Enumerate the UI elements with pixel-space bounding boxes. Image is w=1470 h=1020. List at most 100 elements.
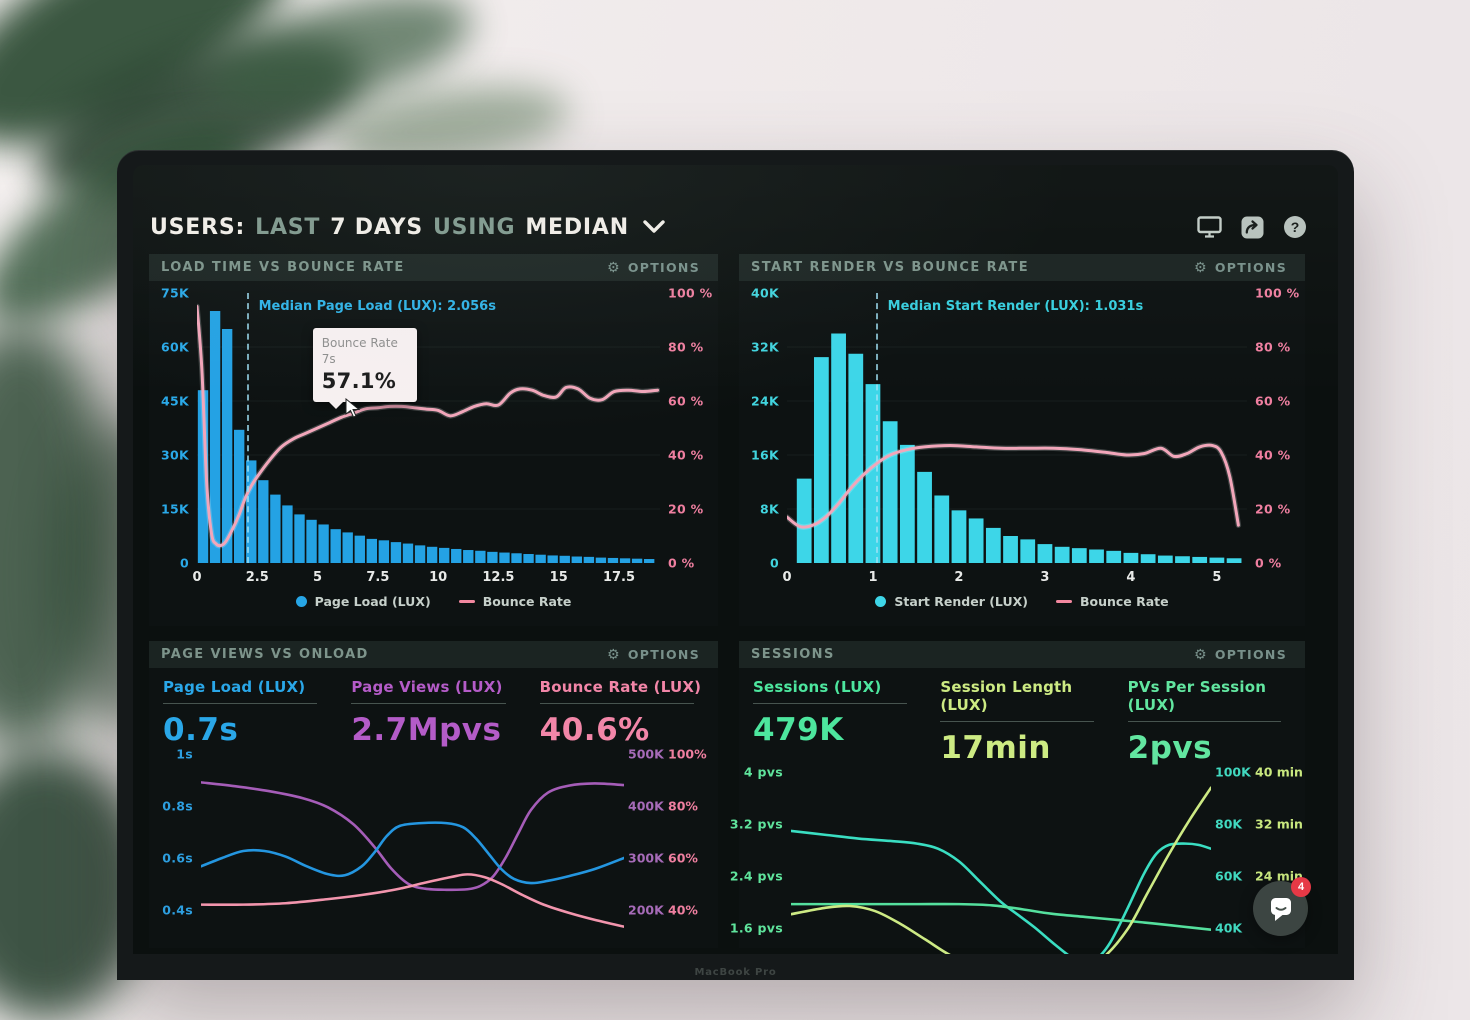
axis-tick-label: 30K <box>161 447 189 463</box>
axis-tick-label: 60K <box>161 339 189 355</box>
axis-tick-row: 40K <box>1215 920 1243 936</box>
metric-label: Sessions (LUX) <box>753 678 882 696</box>
notification-badge: 4 <box>1291 877 1311 897</box>
metric-value: 479K <box>753 712 844 748</box>
header-icons: ? <box>1196 215 1308 239</box>
x-tick-label: 1 <box>868 570 878 585</box>
panel-header: LOAD TIME VS BOUNCE RATE ⚙ OPTIONS <box>149 254 718 281</box>
help-icon[interactable]: ? <box>1282 215 1308 239</box>
legend-item[interactable]: Bounce Rate <box>1055 594 1169 609</box>
panel-load-time: LOAD TIME VS BOUNCE RATE ⚙ OPTIONS 75K 60… <box>149 254 718 626</box>
plot-area[interactable] <box>201 752 624 950</box>
axis-tick-label: 80 % <box>1255 339 1291 355</box>
legend-label: Bounce Rate <box>482 593 572 609</box>
y-axis-right: 100 % 80 % 60 % 40 % 20 % 0 % <box>1249 286 1299 571</box>
x-tick-label: 4 <box>1126 570 1136 585</box>
y-axis-right-dual: 100K 40 min 80K 32 min 60K 24 min 40K <box>1215 765 1303 936</box>
legend-label: Page Load (LUX) <box>314 593 431 609</box>
metric-page-views[interactable]: Page Views (LUX) 2.7Mpvs <box>351 678 515 748</box>
metric-divider <box>163 703 318 704</box>
y-axis-left: 75K 60K 45K 30K 15K 0 <box>157 286 193 571</box>
plot-area[interactable] <box>791 770 1211 954</box>
axis-tick-label: 24K <box>751 393 779 409</box>
chart-legend: Page Load (LUX) Bounce Rate <box>149 587 718 615</box>
metric-label: PVs Per Session (LUX) <box>1127 678 1267 714</box>
panel-title: START RENDER VS BOUNCE RATE <box>751 260 1029 275</box>
axis-tick-label: 40 % <box>668 447 704 463</box>
metric-pvs-per-session[interactable]: PVs Per Session (LUX) 2pvs <box>1127 678 1291 766</box>
axis-tick-label: 0 % <box>1255 555 1282 571</box>
options-button[interactable]: ⚙ OPTIONS <box>1188 259 1293 276</box>
metric-value: 2.7Mpvs <box>351 712 502 748</box>
options-button[interactable]: ⚙ OPTIONS <box>601 646 706 663</box>
metric-divider <box>351 703 506 704</box>
metric-sessions[interactable]: Sessions (LUX) 479K <box>753 678 916 766</box>
chat-bubble-icon <box>1270 897 1291 921</box>
metric-label: Page Views (LUX) <box>351 678 503 696</box>
plot-area[interactable]: Median Start Render (LUX): 1.031s <box>787 293 1247 563</box>
options-button[interactable]: ⚙ OPTIONS <box>601 259 706 276</box>
axis-tick-row: 200K 40% <box>628 902 698 918</box>
axis-tick-label: 0 <box>770 555 779 571</box>
x-axis: 0 1 2 3 4 5 <box>782 567 1247 585</box>
y-axis-left: 40K 32K 24K 16K 8K 0 <box>747 286 783 571</box>
chart-sessions: 4 pvs 3.2 pvs 2.4 pvs 1.6 pvs 100K 40 min 80K… <box>730 765 1303 954</box>
axis-tick-label: 4 pvs <box>743 764 783 780</box>
metric-divider <box>1127 721 1282 722</box>
legend-item[interactable]: Start Render (LUX) <box>875 594 1028 609</box>
axis-tick-label: 45K <box>161 393 189 409</box>
metric-value: 17min <box>940 730 1051 766</box>
metrics-row: Page Load (LUX) 0.7s Page Views (LUX) 2.… <box>149 668 718 748</box>
axis-tick-label: 75K <box>161 285 189 301</box>
axis-tick-label: 60 % <box>1255 393 1291 409</box>
metric-value: 40.6% <box>539 712 650 748</box>
axis-tick-label: 15K <box>161 501 189 517</box>
page-title-dropdown[interactable]: USERS: LAST 7 DAYS USING MEDIAN <box>150 215 665 240</box>
plot-area[interactable]: Median Page Load (LUX): 2.056s Bounce Ra… <box>197 293 660 563</box>
y-axis-right: 100 % 80 % 60 % 40 % 20 % 0 % <box>662 286 712 571</box>
chevron-down-icon <box>643 220 665 234</box>
metric-value: 2pvs <box>1127 730 1213 766</box>
metric-page-load[interactable]: Page Load (LUX) 0.7s <box>163 678 327 748</box>
x-tick-label: 10 <box>429 570 448 585</box>
metric-session-length[interactable]: Session Length (LUX) 17min <box>940 678 1103 766</box>
chart-legend: Start Render (LUX) Bounce Rate <box>739 587 1305 615</box>
axis-tick-label: 40 % <box>1255 447 1291 463</box>
median-label: Median Start Render (LUX): 1.031s <box>887 299 1144 314</box>
laptop: USERS: LAST 7 DAYS USING MEDIAN <box>117 150 1354 980</box>
axis-tick-label: 3.2 pvs <box>729 816 783 832</box>
metric-label: Session Length (LUX) <box>940 678 1073 714</box>
metric-bounce-rate[interactable]: Bounce Rate (LUX) 40.6% <box>539 678 704 748</box>
options-label: OPTIONS <box>1214 260 1287 275</box>
line-chart <box>791 770 1211 954</box>
axis-tick-label: 0 <box>180 555 189 571</box>
chat-launcher-button[interactable]: 4 <box>1253 877 1311 936</box>
display-icon[interactable] <box>1196 215 1222 239</box>
legend-line-swatch <box>1055 599 1072 603</box>
x-tick-label: 5 <box>313 570 323 585</box>
y-axis-left: 4 pvs 3.2 pvs 2.4 pvs 1.6 pvs <box>730 765 787 936</box>
axis-tick-row: 80K 32 min <box>1215 816 1303 832</box>
legend-dot-swatch <box>295 595 307 607</box>
x-tick-label: 2 <box>954 570 964 585</box>
axis-tick-label: 8K <box>760 501 779 517</box>
axis-tick-label: 1.6 pvs <box>729 920 783 936</box>
chart-load-time: 75K 60K 45K 30K 15K 0 Median Page Load (LUX):… <box>157 286 712 586</box>
median-label: Median Page Load (LUX): 2.056s <box>258 299 496 314</box>
axis-tick-label: 32K <box>751 339 779 355</box>
legend-item[interactable]: Page Load (LUX) <box>295 593 431 609</box>
title-segment: USERS: <box>150 214 246 240</box>
options-button[interactable]: ⚙ OPTIONS <box>1188 646 1293 663</box>
panel-start-render: START RENDER VS BOUNCE RATE ⚙ OPTIONS 40… <box>739 254 1305 626</box>
share-icon[interactable] <box>1239 215 1265 239</box>
gear-icon: ⚙ <box>606 646 621 663</box>
x-tick-label: 5 <box>1212 570 1222 585</box>
panel-header: START RENDER VS BOUNCE RATE ⚙ OPTIONS <box>739 254 1305 281</box>
axis-tick-row: 300K 60% <box>628 850 698 866</box>
legend-item[interactable]: Bounce Rate <box>458 593 572 609</box>
metrics-row: Sessions (LUX) 479K Session Length (LUX)… <box>739 668 1305 766</box>
metric-label: Page Load (LUX) <box>163 678 306 696</box>
title-segment: LAST <box>255 214 321 240</box>
metric-divider <box>753 703 907 704</box>
chart-tooltip: Bounce Rate 7s 57.1% <box>312 328 417 410</box>
